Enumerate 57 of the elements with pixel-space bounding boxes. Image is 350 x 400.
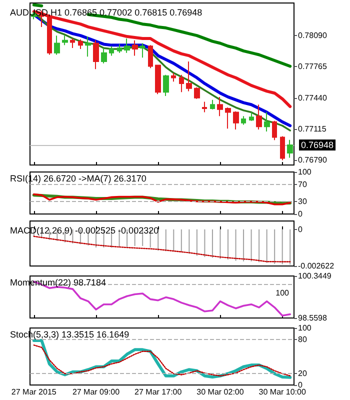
y-tick-label: 30 [298, 196, 308, 206]
candlestick [217, 96, 223, 117]
candlestick [124, 38, 130, 54]
y-tick-label: 0 [298, 224, 303, 234]
candlestick [202, 101, 207, 113]
y-tick-label: 0.77765 [298, 62, 328, 72]
candlestick [54, 35, 60, 56]
y-tick-label: 0.76790 [298, 156, 328, 165]
candlestick [148, 44, 153, 69]
candlestick [163, 74, 169, 96]
candlestick [256, 104, 262, 130]
y-tick-label: 80 [298, 334, 308, 344]
candlestick [101, 48, 107, 64]
candlestick [210, 99, 215, 110]
x-tick-label: 30 Mar 02:00 [196, 388, 244, 396]
candlestick [280, 136, 285, 161]
candlestick [93, 40, 99, 70]
x-tick-label: 27 Mar 17:00 [134, 388, 182, 396]
candlestick [117, 44, 122, 54]
candlestick [249, 112, 254, 122]
candlestick [179, 74, 184, 93]
line-series [33, 344, 291, 376]
line-series [33, 236, 291, 262]
candlestick [109, 46, 114, 56]
y-tick-label: -0.002622 [298, 262, 335, 270]
candlestick [155, 64, 161, 95]
ref-line-label: 0.76948 [301, 140, 334, 150]
ref-line-label: 100 [276, 288, 290, 298]
candlestick [140, 42, 145, 58]
x-tick-label: 27 Mar 2015 [11, 388, 57, 396]
y-tick-label: 100.3449 [298, 272, 332, 280]
y-tick-label: 0 [298, 380, 303, 390]
candlestick [78, 38, 83, 50]
y-tick-label: 70 [298, 180, 308, 190]
candlestick [225, 106, 231, 130]
candlestick [132, 40, 138, 56]
candlestick [85, 36, 91, 58]
x-tick-label: 27 Mar 09:00 [72, 388, 120, 396]
candlestick [287, 139, 293, 158]
y-tick-label: 20 [298, 369, 308, 378]
candlestick [264, 112, 270, 132]
y-tick-label: 0.78090 [298, 31, 328, 40]
candlestick [241, 116, 246, 126]
y-tick-label: 0.77115 [298, 124, 327, 134]
candlestick [272, 120, 277, 141]
y-tick-label: 100 [298, 324, 312, 332]
candlestick [70, 38, 75, 49]
y-tick-label: 98.5598 [298, 314, 328, 322]
candlestick [186, 60, 192, 92]
candlestick [194, 86, 200, 100]
candlestick [233, 110, 239, 130]
x-tick-label: 30 Mar 10:00 [258, 388, 306, 396]
y-tick-label: 0 [298, 210, 303, 218]
y-tick-label: 100 [298, 168, 312, 176]
candlestick [62, 35, 68, 46]
y-tick-label: 0.77440 [298, 93, 328, 102]
candlestick [171, 72, 176, 82]
